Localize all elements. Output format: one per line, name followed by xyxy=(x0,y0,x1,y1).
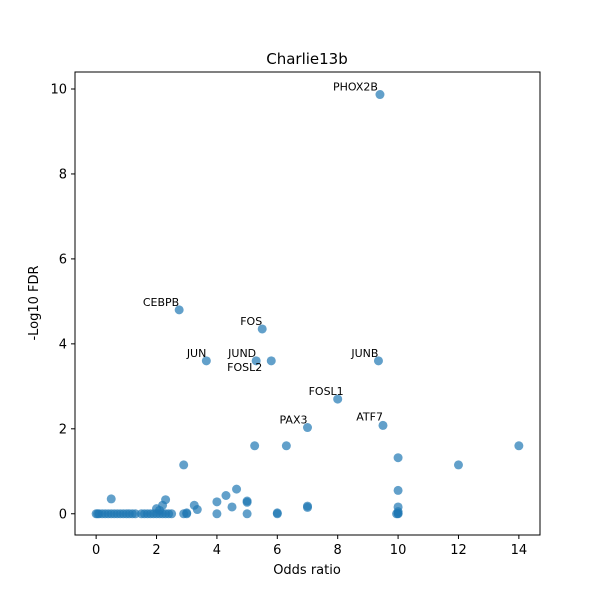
data-point-atf7 xyxy=(378,420,388,430)
data-point xyxy=(221,490,231,500)
data-point xyxy=(281,441,291,451)
point-label-pax3: PAX3 xyxy=(280,414,308,427)
data-point xyxy=(453,460,463,470)
plot-frame xyxy=(74,71,541,536)
y-axis-ticks: 0 2 4 6 8 10 xyxy=(50,82,75,522)
data-point xyxy=(212,497,222,507)
data-point xyxy=(167,509,177,519)
y-tick-label: 10 xyxy=(50,82,67,97)
data-point-jun xyxy=(201,356,211,366)
x-axis-label: Odds ratio xyxy=(273,563,341,578)
y-tick-label: 4 xyxy=(59,337,67,352)
x-tick-label: 10 xyxy=(390,543,407,558)
data-point-fosl2 xyxy=(266,356,276,366)
data-point-fosl1 xyxy=(333,394,343,404)
data-point xyxy=(179,460,189,470)
data-point-junb xyxy=(373,356,383,366)
x-axis-ticks: 0 2 4 6 8 10 12 14 xyxy=(92,535,527,558)
y-tick-label: 6 xyxy=(59,252,67,267)
y-tick-label: 0 xyxy=(59,507,67,522)
data-point-pax3 xyxy=(303,423,312,433)
point-label-atf7: ATF7 xyxy=(356,410,383,423)
x-tick-label: 6 xyxy=(273,543,281,558)
data-point xyxy=(393,485,403,495)
y-axis-label: -Log10 FDR xyxy=(27,265,42,340)
point-label-junb: JUNB xyxy=(350,347,378,360)
data-point xyxy=(227,502,237,512)
data-point-fos xyxy=(257,324,267,334)
x-tick-label: 14 xyxy=(511,543,528,558)
data-point xyxy=(242,497,252,507)
point-label-fosl1: FOSL1 xyxy=(309,385,344,398)
data-point xyxy=(514,441,524,451)
point-label-fosl2: FOSL2 xyxy=(227,361,262,374)
data-point xyxy=(303,502,312,512)
point-label-fos: FOS xyxy=(240,315,262,328)
x-tick-label: 8 xyxy=(334,543,342,558)
data-point xyxy=(250,441,260,451)
chart-title: Charlie13b xyxy=(266,50,348,68)
x-tick-label: 12 xyxy=(450,543,467,558)
y-tick-label: 2 xyxy=(59,422,67,437)
data-point xyxy=(106,494,116,504)
point-label-jun: JUN xyxy=(186,347,207,360)
points-layer xyxy=(91,90,524,519)
data-point xyxy=(232,484,242,494)
data-point xyxy=(212,509,222,519)
data-point-cebpb xyxy=(174,305,184,315)
data-point xyxy=(182,508,192,518)
x-tick-label: 4 xyxy=(213,543,221,558)
point-label-phox2b: PHOX2B xyxy=(333,81,378,94)
data-point xyxy=(192,505,202,515)
data-point xyxy=(393,453,403,463)
data-point-phox2b xyxy=(375,90,385,100)
data-point-jund xyxy=(251,356,261,366)
data-point xyxy=(392,509,402,519)
point-label-cebpb: CEBPB xyxy=(143,296,179,309)
point-label-jund: JUND xyxy=(227,347,256,360)
x-tick-label: 2 xyxy=(152,543,160,558)
y-tick-label: 8 xyxy=(59,167,67,182)
data-point xyxy=(242,509,252,519)
data-point xyxy=(272,508,282,518)
x-tick-label: 0 xyxy=(92,543,100,558)
